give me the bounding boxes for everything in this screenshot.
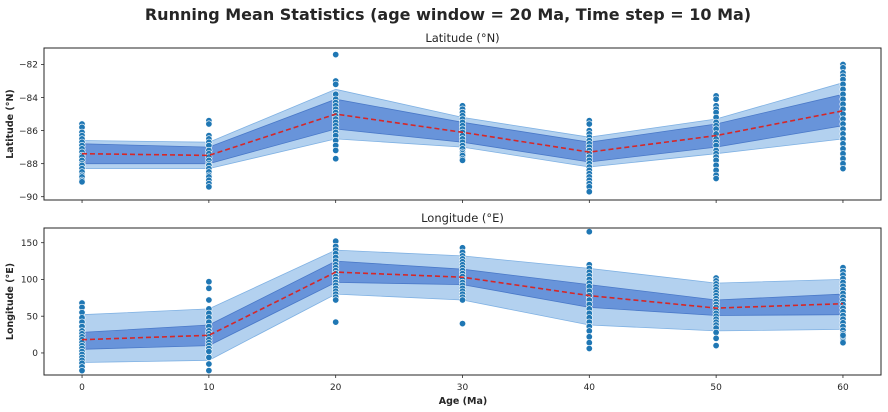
longitude-y-ticks: 0 50 100 150 (21, 239, 44, 359)
latitude-y-tick-label: −84 (19, 94, 38, 104)
longitude-point (205, 278, 213, 286)
longitude-point (585, 333, 593, 341)
longitude-point (332, 296, 340, 304)
x-axis-label: Age (Ma) (439, 396, 487, 407)
latitude-point (78, 178, 86, 186)
latitude-y-tick-label: −86 (19, 127, 38, 137)
latitude-point (205, 183, 213, 191)
longitude-point (712, 342, 720, 350)
longitude-x-tick-label: 0 (79, 383, 85, 393)
longitude-point (205, 360, 213, 368)
longitude-point (205, 367, 213, 375)
figure-suptitle: Running Mean Statistics (age window = 20… (145, 5, 751, 24)
latitude-point (585, 120, 593, 128)
latitude-panel-title: Latitude (°N) (425, 31, 499, 45)
longitude-y-tick-label: 100 (21, 276, 38, 286)
longitude-point (78, 367, 86, 375)
longitude-y-tick-label: 0 (32, 349, 38, 359)
longitude-x-tick-label: 10 (203, 383, 215, 393)
longitude-point (205, 296, 213, 304)
longitude-point (332, 318, 340, 326)
longitude-running-mean (81, 271, 844, 341)
longitude-x-ticks: 0 10 20 30 40 50 60 (79, 375, 849, 393)
longitude-point (458, 296, 466, 304)
longitude-point (712, 334, 720, 342)
longitude-point (585, 339, 593, 347)
longitude-point (458, 320, 466, 328)
longitude-x-tick-label: 20 (330, 383, 342, 393)
latitude-y-tick-label: −82 (19, 61, 38, 71)
longitude-mean-line (81, 271, 844, 341)
latitude-mean-line (81, 110, 844, 157)
longitude-panel: Longitude (°E) Longitude (°E) 050100150 … (5, 211, 882, 393)
latitude-point (839, 165, 847, 173)
latitude-point (205, 120, 213, 128)
longitude-y-axis-label: Longitude (°E) (5, 263, 16, 340)
longitude-x-tick-label: 30 (457, 383, 469, 393)
longitude-point (205, 284, 213, 292)
longitude-y-tick-label: 50 (27, 312, 39, 322)
longitude-point (839, 339, 847, 347)
longitude-point (585, 228, 593, 236)
latitude-point (458, 156, 466, 164)
latitude-point (332, 51, 340, 59)
latitude-y-axis-label: Latitude (°N) (5, 89, 16, 159)
latitude-point (712, 95, 720, 103)
longitude-x-tick-label: 60 (837, 383, 849, 393)
latitude-panel: Latitude (°N) Latitude (°N) −90 −88 −86 −84… (5, 31, 882, 203)
longitude-x-tick-label: 40 (584, 383, 596, 393)
longitude-y-tick-label: 150 (21, 239, 38, 249)
longitude-point (585, 327, 593, 335)
latitude-point (332, 80, 340, 88)
latitude-y-tick-label: −88 (19, 160, 38, 170)
latitude-running-mean (81, 110, 844, 157)
latitude-point (585, 188, 593, 196)
longitude-point (839, 331, 847, 339)
latitude-plot-frame (43, 47, 882, 201)
longitude-x-tick-label: 50 (710, 383, 722, 393)
longitude-plot-frame (43, 227, 882, 376)
latitude-point (332, 146, 340, 154)
latitude-point (712, 175, 720, 183)
latitude-y-tick-label: −90 (19, 193, 38, 203)
longitude-point (205, 347, 213, 355)
longitude-point (205, 353, 213, 361)
longitude-panel-title: Longitude (°E) (421, 211, 504, 225)
latitude-y-ticks: −90 −88 −86 −84 −82 (19, 61, 44, 203)
longitude-point (712, 328, 720, 336)
latitude-point (332, 155, 340, 163)
longitude-point (585, 344, 593, 352)
